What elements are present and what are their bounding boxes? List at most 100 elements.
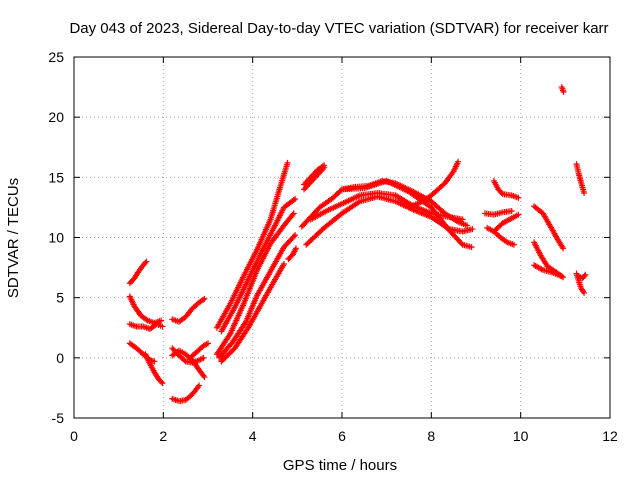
series-arc-15 <box>218 260 287 365</box>
x-axis-label: GPS time / hours <box>283 457 397 474</box>
data-point <box>515 194 522 201</box>
grid-lines <box>74 57 610 418</box>
data-point <box>582 271 589 278</box>
data-point <box>221 355 228 362</box>
data-point <box>581 273 588 280</box>
data-point <box>225 351 232 358</box>
data-point <box>292 245 299 252</box>
series-arc-18 <box>301 162 328 188</box>
x-tick-label: 12 <box>602 428 618 444</box>
data-point <box>181 357 188 364</box>
data-point <box>581 189 588 196</box>
data-point <box>319 163 326 170</box>
data-point <box>469 226 476 233</box>
x-tick-label: 6 <box>338 428 346 444</box>
y-tick-label: 0 <box>56 350 64 366</box>
data-point <box>143 258 150 265</box>
data-point <box>158 378 165 385</box>
x-tick-label: 10 <box>513 428 529 444</box>
series-arc-05 <box>142 351 166 387</box>
series-arc-27 <box>490 211 522 235</box>
data-point <box>223 353 230 360</box>
series-arc-26 <box>490 177 522 201</box>
y-tick-label: 25 <box>48 49 64 65</box>
data-point <box>510 241 517 248</box>
y-axis-label: SDTVAR / TECUs <box>5 178 22 298</box>
data-point <box>581 289 588 296</box>
series-arc-34 <box>575 271 589 282</box>
data-point <box>222 354 229 361</box>
series-arc-01 <box>126 258 150 287</box>
data-point <box>290 233 297 240</box>
data-point <box>459 216 466 223</box>
data-point <box>321 162 328 169</box>
data-point <box>218 358 225 365</box>
series-arc-10 <box>187 340 211 361</box>
data-point <box>159 380 166 387</box>
x-tick-label: 0 <box>70 428 78 444</box>
data-point <box>289 211 296 218</box>
series-arc-02 <box>126 293 165 326</box>
y-tick-label: 10 <box>48 230 64 246</box>
series-arc-14 <box>216 232 299 361</box>
series-arc-03 <box>126 321 166 332</box>
series-arc-24 <box>481 208 515 218</box>
y-tick-label: 20 <box>48 109 64 125</box>
series-arc-31 <box>558 84 567 95</box>
data-point <box>560 88 567 95</box>
data-point <box>557 273 564 280</box>
data-point <box>515 211 522 218</box>
data-point <box>226 350 233 357</box>
x-tick-label: 4 <box>249 428 257 444</box>
x-tick-label: 8 <box>427 428 435 444</box>
y-tick-label: 15 <box>48 169 64 185</box>
series-arc-04 <box>126 340 158 365</box>
data-point <box>560 245 567 252</box>
data-point <box>292 232 299 239</box>
series-arc-21 <box>303 193 476 248</box>
data-point <box>502 238 509 245</box>
data-point <box>290 210 297 217</box>
data-point <box>468 244 475 251</box>
data-point <box>508 208 515 215</box>
x-tick-label: 2 <box>159 428 167 444</box>
data-point <box>284 159 291 166</box>
series-arc-06 <box>169 295 208 325</box>
data-point <box>458 240 465 247</box>
series-arc-13 <box>213 210 297 358</box>
series-arc-23 <box>406 158 462 211</box>
data-point <box>219 357 226 364</box>
data-point <box>159 323 166 330</box>
series-arc-16 <box>285 245 299 263</box>
data-point <box>229 347 236 354</box>
data-point <box>196 382 203 389</box>
axis-ticks: 0 2 4 6 8 10 12 -5 0 5 10 15 20 25 <box>48 49 618 444</box>
series-arc-09 <box>169 382 203 405</box>
data-point <box>455 158 462 165</box>
data-point <box>227 349 234 356</box>
series-arc-11 <box>213 159 291 331</box>
data-point <box>280 260 287 267</box>
data-point <box>142 259 149 266</box>
series-arc-20 <box>307 189 466 223</box>
data-point <box>292 195 299 202</box>
series-arc-12 <box>218 195 299 335</box>
data-point <box>200 296 207 303</box>
data-point <box>151 358 158 365</box>
series-arc-30 <box>531 262 564 280</box>
series-arc-32 <box>573 161 588 196</box>
series-arc-07 <box>169 345 207 366</box>
data-point <box>290 197 297 204</box>
data-point <box>200 354 207 361</box>
series-arc-08 <box>169 347 208 381</box>
y-tick-label: 5 <box>56 290 64 306</box>
data-point <box>201 295 208 302</box>
data-point <box>143 316 150 323</box>
data-marks <box>126 84 589 405</box>
data-point <box>158 317 165 324</box>
series-arc-28 <box>531 203 567 252</box>
data-point <box>205 340 211 347</box>
chart-title: Day 043 of 2023, Sidereal Day-to-day VTE… <box>69 20 608 37</box>
y-tick-label: -5 <box>52 410 65 426</box>
